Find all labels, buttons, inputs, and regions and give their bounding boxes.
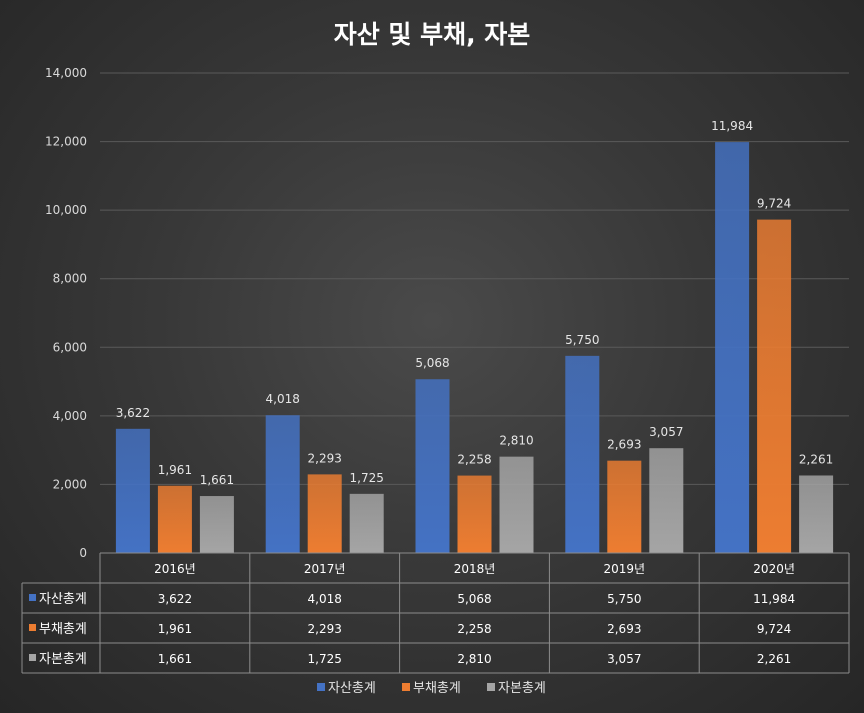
data-label: 2,810 bbox=[499, 434, 533, 448]
y-tick-label: 2,000 bbox=[53, 477, 87, 491]
y-tick-label: 10,000 bbox=[45, 203, 87, 217]
legend-key-icon bbox=[29, 594, 36, 601]
chart-title: 자산 및 부채, 자본 bbox=[334, 20, 531, 49]
series-row-label: 자본총계 bbox=[39, 652, 87, 667]
bar bbox=[799, 475, 834, 553]
bars bbox=[115, 142, 834, 553]
legend-swatch-icon bbox=[487, 683, 495, 691]
table-cell: 1,725 bbox=[308, 652, 342, 666]
data-labels: 3,622 1,961 1,661 4,018 2,293 1,725 5,068 2,258… bbox=[116, 119, 834, 487]
bar bbox=[649, 448, 684, 553]
legend: 자산총계 부채총계 자본총계 bbox=[317, 681, 546, 696]
bar bbox=[157, 485, 192, 553]
bar bbox=[115, 428, 150, 553]
bar bbox=[499, 456, 534, 553]
series-row-label: 부채총계 bbox=[39, 622, 87, 637]
legend-swatch-icon bbox=[317, 683, 325, 691]
table-cell: 3,622 bbox=[158, 592, 192, 606]
data-label: 9,724 bbox=[757, 197, 791, 211]
table-cell: 2,293 bbox=[308, 622, 342, 636]
gridlines bbox=[100, 72, 849, 485]
data-label: 1,961 bbox=[158, 463, 192, 477]
bar bbox=[265, 415, 300, 553]
data-label: 4,018 bbox=[266, 392, 300, 406]
data-label: 5,068 bbox=[415, 356, 449, 370]
data-label: 5,750 bbox=[565, 333, 599, 347]
table-cell: 2,810 bbox=[457, 652, 491, 666]
legend-item: 부채총계 bbox=[413, 681, 461, 696]
legend-key-icon bbox=[29, 624, 36, 631]
table-cell: 2,693 bbox=[607, 622, 641, 636]
data-label: 11,984 bbox=[711, 119, 753, 133]
bar bbox=[757, 219, 792, 553]
legend-item: 자본총계 bbox=[498, 681, 546, 696]
table-cell: 1,961 bbox=[158, 622, 192, 636]
data-label: 2,293 bbox=[308, 451, 342, 465]
table-cell: 11,984 bbox=[753, 592, 795, 606]
table-cell: 5,068 bbox=[457, 592, 491, 606]
table-cell: 1,661 bbox=[158, 652, 192, 666]
category-label: 2019년 bbox=[604, 562, 646, 576]
table-cell: 4,018 bbox=[308, 592, 342, 606]
legend-key-icon bbox=[29, 654, 36, 661]
bar bbox=[607, 460, 642, 553]
y-tick-label: 6,000 bbox=[53, 340, 87, 354]
y-tick-label: 4,000 bbox=[53, 409, 87, 423]
table-cell: 2,258 bbox=[457, 622, 491, 636]
y-axis: 0 2,000 4,000 6,000 8,000 10,000 12,000 14,000 bbox=[45, 66, 87, 560]
data-label: 1,725 bbox=[350, 471, 384, 485]
bar bbox=[415, 379, 450, 553]
bar bbox=[457, 475, 492, 553]
data-label: 3,057 bbox=[649, 425, 683, 439]
y-tick-label: 0 bbox=[79, 546, 87, 560]
category-label: 2016년 bbox=[154, 562, 196, 576]
table-cell: 5,750 bbox=[607, 592, 641, 606]
data-label: 2,261 bbox=[799, 452, 833, 466]
table-cell: 2,261 bbox=[757, 652, 791, 666]
table-cell: 9,724 bbox=[757, 622, 791, 636]
bar bbox=[565, 355, 600, 553]
legend-swatch-icon bbox=[402, 683, 410, 691]
series-row-label: 자산총계 bbox=[39, 592, 87, 607]
data-label: 2,693 bbox=[607, 438, 641, 452]
data-label: 3,622 bbox=[116, 406, 150, 420]
y-tick-label: 8,000 bbox=[53, 272, 87, 286]
bar bbox=[307, 474, 342, 553]
bar bbox=[715, 142, 750, 553]
category-label: 2018년 bbox=[454, 562, 496, 576]
legend-item: 자산총계 bbox=[328, 681, 376, 696]
category-label: 2020년 bbox=[753, 562, 795, 576]
y-tick-label: 14,000 bbox=[45, 66, 87, 80]
table-cell: 3,057 bbox=[607, 652, 641, 666]
bar bbox=[349, 493, 384, 553]
category-label: 2017년 bbox=[304, 562, 346, 576]
y-tick-label: 12,000 bbox=[45, 135, 87, 149]
data-label: 1,661 bbox=[200, 473, 234, 487]
bar bbox=[199, 496, 234, 553]
data-label: 2,258 bbox=[457, 453, 491, 467]
